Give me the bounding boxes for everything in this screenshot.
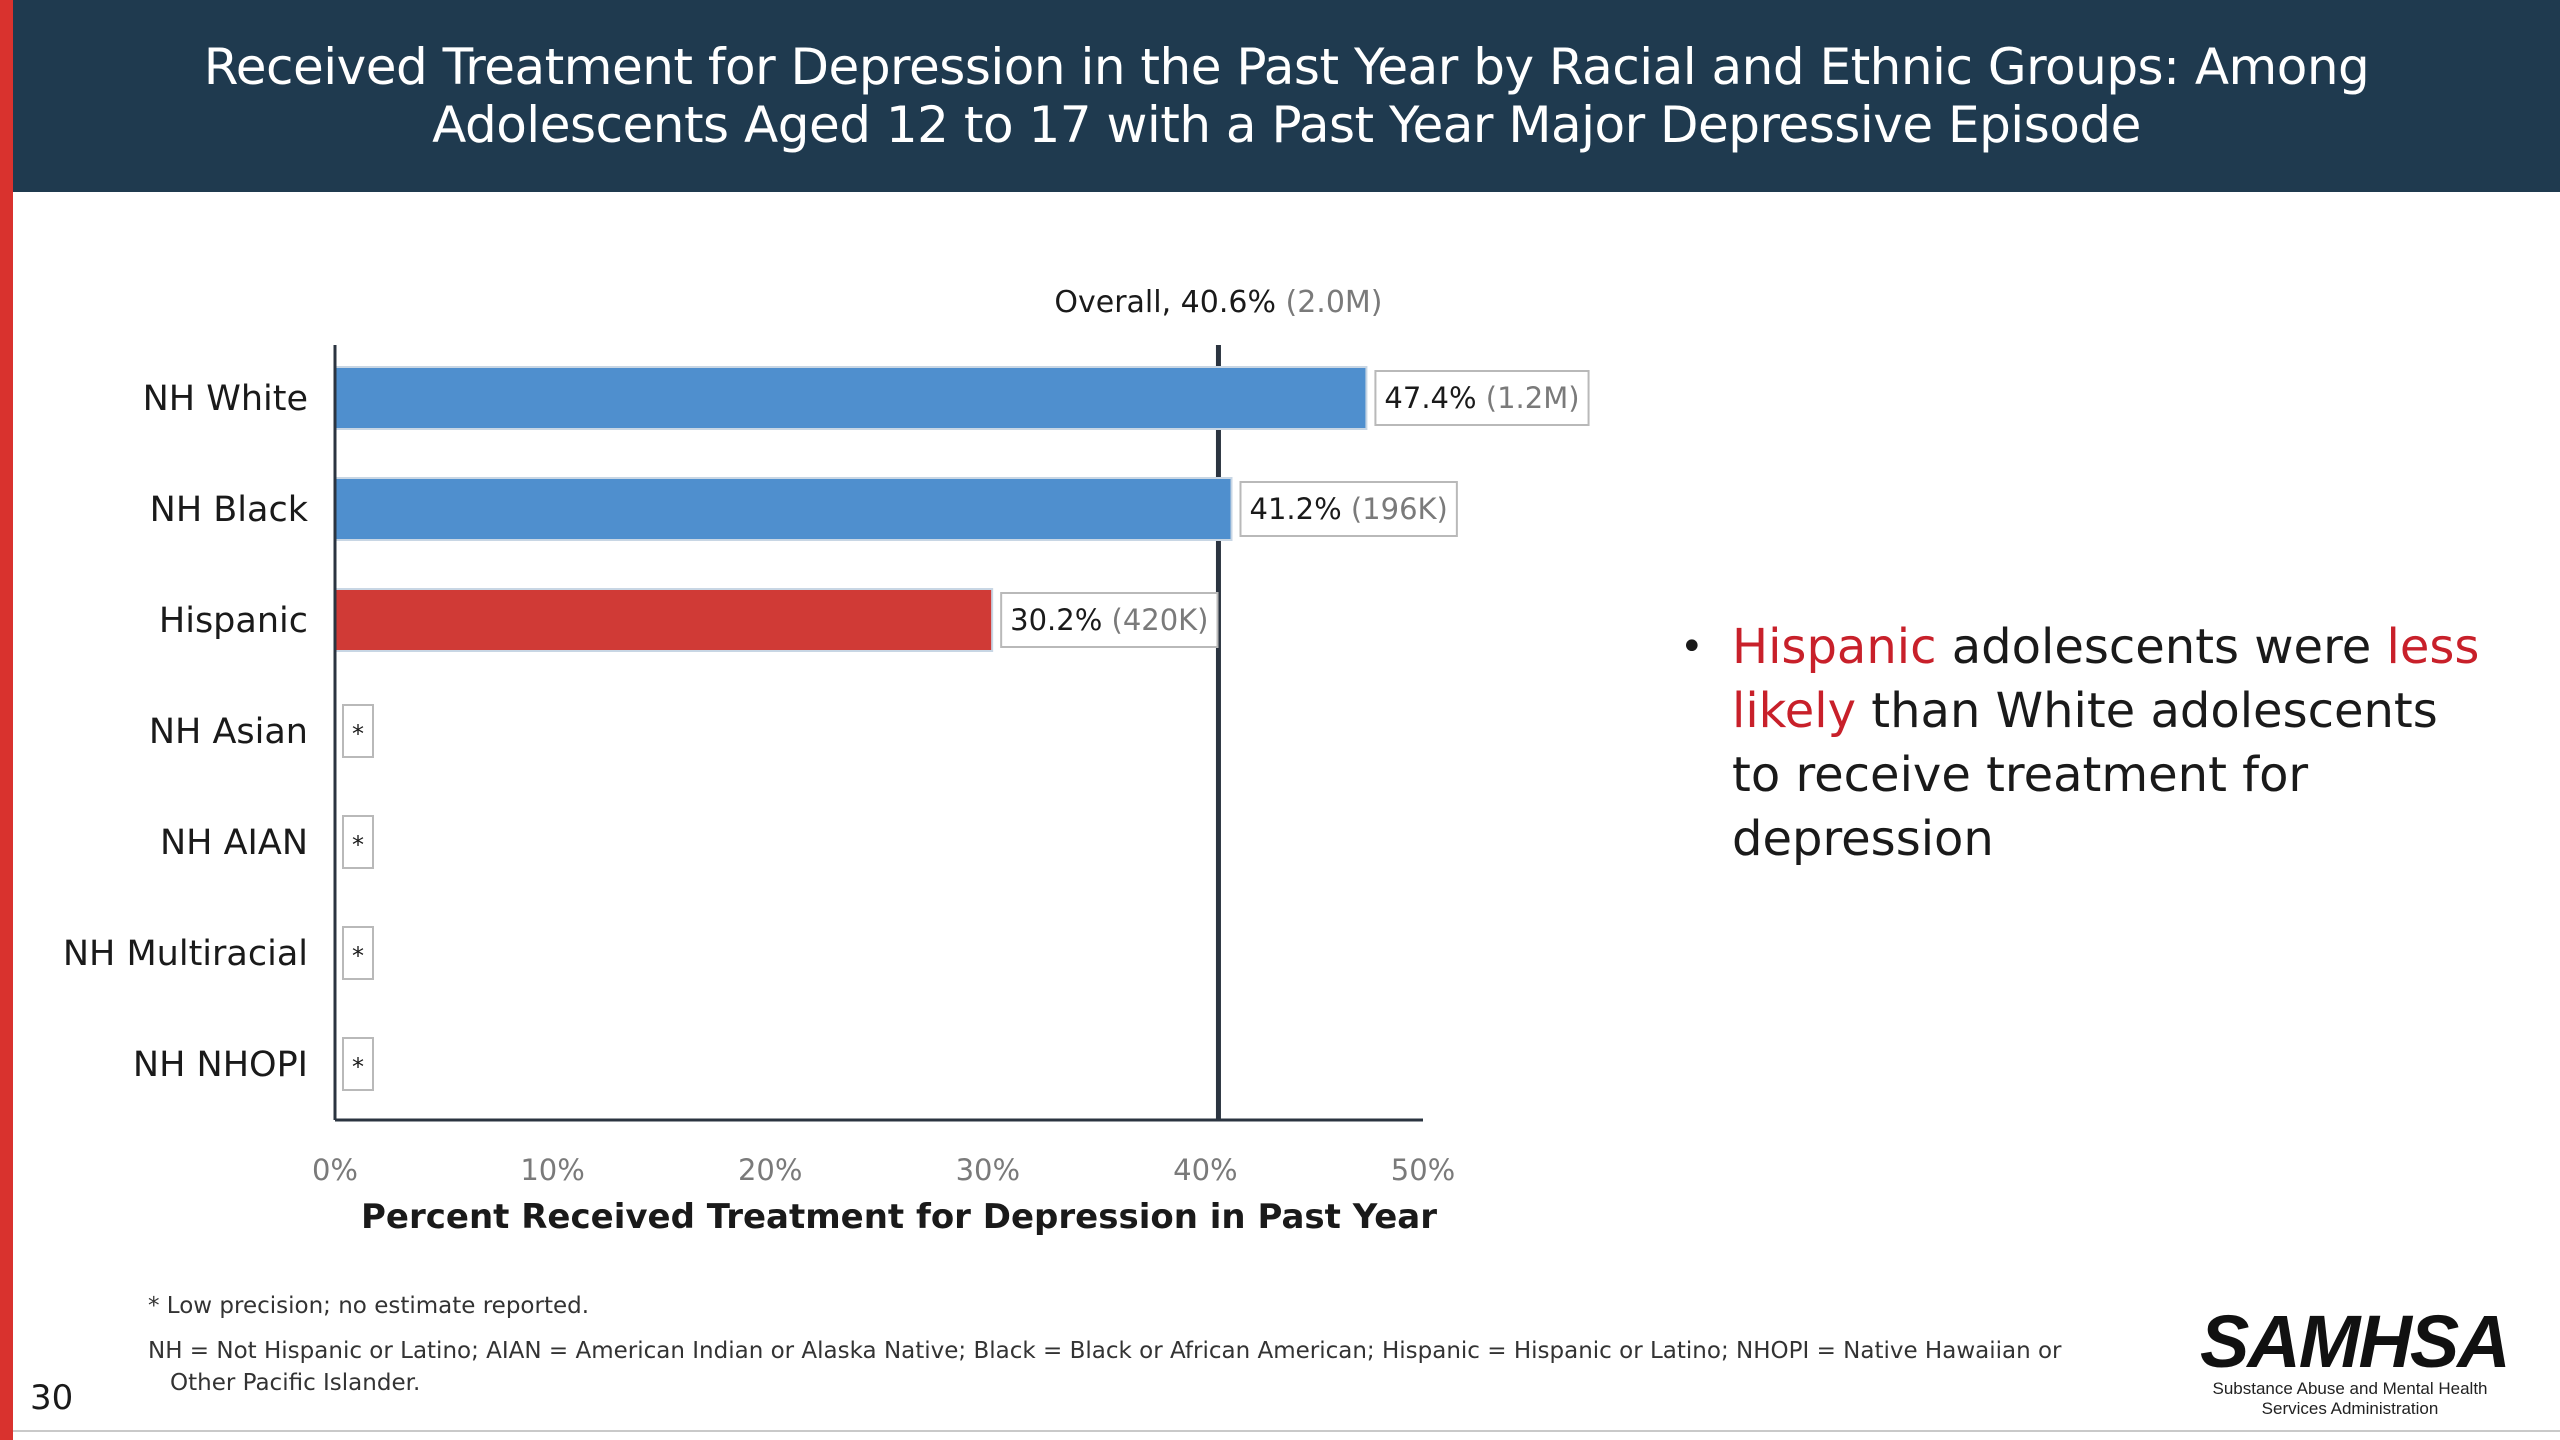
low-precision-box bbox=[342, 926, 374, 980]
category-label: NH Multiracial bbox=[63, 934, 308, 974]
bottom-divider bbox=[13, 1430, 2560, 1432]
value-label: 47.4% (1.2M) bbox=[1384, 381, 1579, 415]
logo-subtitle-line-2: Services Administration bbox=[2261, 1399, 2439, 1418]
bullet-highlight-hispanic: Hispanic bbox=[1732, 619, 1937, 675]
low-precision-marker: * bbox=[352, 1053, 364, 1081]
value-label-percent: 47.4% bbox=[1384, 381, 1485, 415]
logo-subtitle-line-1: Substance Abuse and Mental Health bbox=[2212, 1379, 2488, 1398]
key-finding-bullet: • Hispanic adolescents were less likely … bbox=[1680, 615, 2500, 871]
overall-reference-label: Overall, 40.6% (2.0M) bbox=[1054, 285, 1382, 320]
x-tick-label: 30% bbox=[956, 1153, 1020, 1187]
slide-title-line-1: Received Treatment for Depression in the… bbox=[203, 38, 2370, 96]
low-precision-box bbox=[342, 704, 374, 758]
footnote-abbreviations: NH = Not Hispanic or Latino; AIAN = Amer… bbox=[148, 1338, 2062, 1396]
slide-header: Received Treatment for Depression in the… bbox=[13, 0, 2560, 192]
labels-group: NH White 47.4% (1.2M) NH Black 41.2% (196K)… bbox=[63, 370, 1590, 1091]
value-label-box bbox=[1239, 481, 1458, 537]
reference-line-group: Overall, 40.6% (2.0M) bbox=[1054, 285, 1383, 1120]
bars-group bbox=[334, 366, 1368, 652]
bullet-highlight-less-likely: less likely bbox=[1732, 619, 2480, 739]
category-label: NH White bbox=[143, 379, 308, 419]
category-label: NH AIAN bbox=[160, 823, 308, 863]
axis-group: 0% 10% 20% 30% 40% 50% bbox=[312, 345, 1455, 1187]
value-label-count: (196K) bbox=[1351, 492, 1448, 526]
x-axis-label: Percent Received Treatment for Depressio… bbox=[361, 1197, 1437, 1237]
value-label-box bbox=[1374, 370, 1590, 426]
bullet-text: Hispanic adolescents were less likely th… bbox=[1732, 615, 2500, 871]
bullet-text-part: adolescents were bbox=[1936, 619, 2387, 675]
footnotes: * Low precision; no estimate reported. N… bbox=[148, 1293, 2148, 1399]
x-tick-label: 40% bbox=[1173, 1153, 1237, 1187]
x-tick-label: 20% bbox=[738, 1153, 802, 1187]
value-label: 30.2% (420K) bbox=[1010, 603, 1208, 637]
left-accent-bar bbox=[0, 0, 13, 1440]
x-tick-label: 10% bbox=[520, 1153, 584, 1187]
x-tick-label: 50% bbox=[1391, 1153, 1455, 1187]
x-tick-label: 0% bbox=[312, 1153, 358, 1187]
low-precision-marker: * bbox=[352, 942, 364, 970]
low-precision-marker: * bbox=[352, 720, 364, 748]
page-number: 30 bbox=[30, 1378, 74, 1418]
bullet-text-part: than White adolescents to receive treatm… bbox=[1732, 683, 2438, 867]
category-label: NH Black bbox=[150, 490, 309, 530]
value-label-count: (420K) bbox=[1112, 603, 1209, 637]
value-label-box bbox=[1000, 592, 1219, 648]
value-label-percent: 30.2% bbox=[1010, 603, 1111, 637]
bar bbox=[334, 477, 1233, 541]
value-label-percent: 41.2% bbox=[1250, 492, 1351, 526]
bar bbox=[334, 588, 994, 652]
category-label: NH NHOPI bbox=[133, 1045, 308, 1085]
low-precision-marker: * bbox=[352, 831, 364, 859]
bar bbox=[334, 366, 1368, 430]
category-label: NH Asian bbox=[149, 712, 308, 752]
slide-title-line-2: Adolescents Aged 12 to 17 with a Past Ye… bbox=[432, 96, 2141, 154]
overall-label-main: Overall, 40.6% bbox=[1054, 285, 1285, 320]
low-precision-box bbox=[342, 1037, 374, 1091]
low-precision-box bbox=[342, 815, 374, 869]
footnote-low-precision: * Low precision; no estimate reported. bbox=[148, 1293, 590, 1319]
samhsa-logo: SAMHSA Substance Abuse and Mental Health… bbox=[2200, 1300, 2511, 1419]
value-label: 41.2% (196K) bbox=[1250, 492, 1448, 526]
bar-chart: Overall, 40.6% (2.0M) 0% 10% 20% 30% 40% 50% … bbox=[63, 285, 1590, 1237]
bullet-dot-icon: • bbox=[1680, 624, 1704, 670]
value-label-count: (1.2M) bbox=[1486, 381, 1580, 415]
logo-wordmark: SAMHSA bbox=[2200, 1300, 2511, 1383]
overall-label-count: (2.0M) bbox=[1286, 285, 1383, 320]
category-label: Hispanic bbox=[159, 601, 308, 641]
